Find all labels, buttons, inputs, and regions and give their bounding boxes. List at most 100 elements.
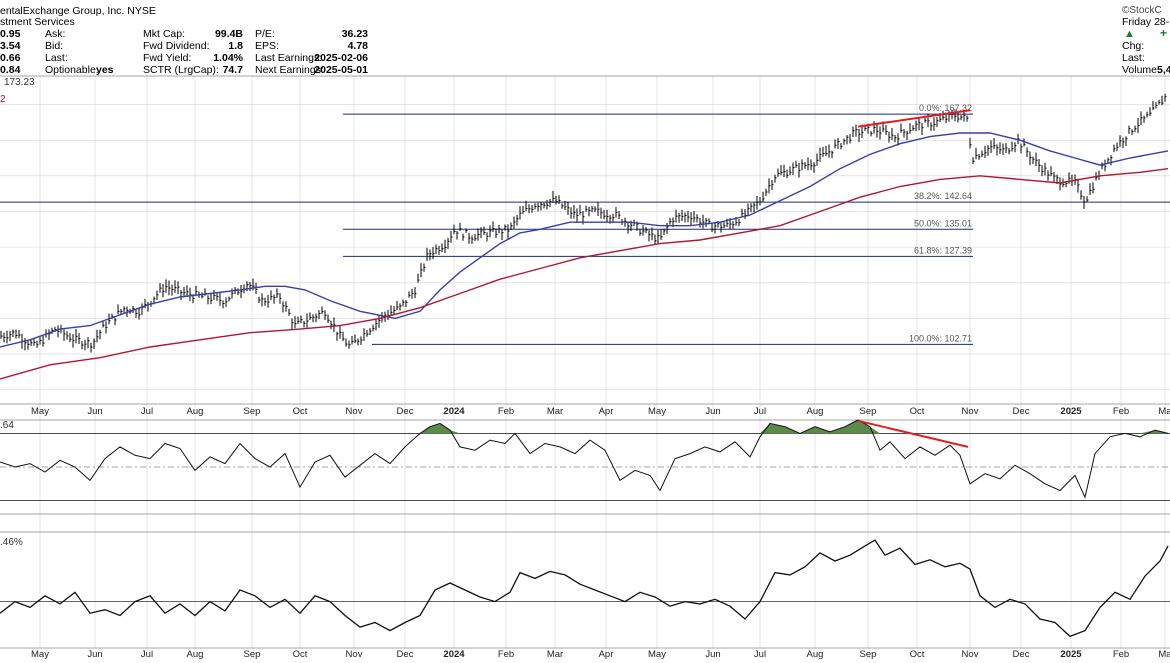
date-tick-label: May [648, 406, 666, 417]
date-tick-label: Nov [346, 406, 363, 417]
date-tick-label: 2025 [1060, 406, 1082, 417]
optionable-value: yes [96, 64, 114, 76]
sctr-value: 74.7 [222, 64, 243, 76]
date-tick-label: 2025 [1060, 649, 1082, 660]
eps-label: EPS: [255, 40, 279, 52]
grid-lines [0, 75, 1170, 649]
ask-label: Ask: [45, 28, 66, 40]
date-tick-label: Mar [547, 406, 563, 417]
fib-level-label: 38.2%: 142.64 [914, 191, 972, 201]
volume-value: 5,4 [1157, 64, 1170, 76]
date-tick-label: May [31, 406, 49, 417]
price-marker-label: 2 [0, 94, 6, 105]
optionable-label: Optionable: [45, 64, 99, 76]
date-tick-label: Ma [1158, 649, 1170, 660]
price-divergence-line [857, 109, 971, 128]
rsi-panel [0, 419, 1170, 501]
left-value-1: 0.95 [0, 28, 21, 40]
fwd-yield-label: Fwd Yield: [143, 52, 192, 64]
fwd-dividend-value: 1.8 [228, 40, 243, 52]
date-tick-label: Oct [293, 406, 308, 417]
next-earnings-label: Next Earnings: [255, 64, 324, 76]
date-tick-label: Sep [860, 406, 877, 417]
left-value-4: 0.84 [0, 64, 21, 76]
date-tick-label: Ma [1158, 406, 1170, 417]
date-label: Friday 28-F [1122, 16, 1170, 28]
date-tick-label: Nov [962, 649, 979, 660]
fib-level-label: 61.8%: 127.39 [914, 245, 972, 255]
rsi-panel-label: .64 [0, 420, 14, 431]
date-tick-label: Nov [962, 406, 979, 417]
plus-sign-icon: + [1160, 26, 1168, 40]
date-tick-label: Sep [860, 649, 877, 660]
rel-panel-label: .46% [0, 537, 23, 548]
eps-value: 4.78 [347, 40, 368, 52]
date-tick-label: Feb [1113, 406, 1129, 417]
sector-name: stment Services [0, 16, 75, 28]
date-tick-label: Oct [910, 406, 925, 417]
last-price-label: 173.23 [4, 77, 35, 88]
sctr-label: SCTR (LrgCap): [143, 64, 219, 76]
date-tick-label: Nov [346, 649, 363, 660]
date-tick-label: Jul [754, 406, 766, 417]
stockcharts-brand: ©StockC [1122, 5, 1162, 16]
date-tick-label: Apr [599, 649, 614, 660]
left-value-3: 0.66 [0, 52, 21, 64]
fwd-yield-value: 1.04% [213, 52, 243, 64]
rsi-line [0, 419, 1169, 499]
next-earnings-value: 2025-05-01 [314, 64, 368, 76]
fib-level-label: 100.0%: 102.71 [909, 333, 972, 343]
bid-label: Bid: [45, 40, 64, 52]
date-tick-label: May [648, 649, 666, 660]
date-tick-label: 2024 [443, 406, 465, 417]
mkt-cap-label: Mkt Cap: [143, 28, 186, 40]
date-tick-label: Dec [397, 406, 414, 417]
date-tick-label: Apr [599, 406, 614, 417]
date-tick-label: 2024 [443, 649, 465, 660]
fib-level-label: 0.0%: 167.32 [919, 103, 972, 113]
relative-strength-line [0, 539, 1169, 638]
rsi-overbought-fill [0, 420, 1168, 434]
date-tick-label: Jun [87, 406, 102, 417]
date-tick-label: Dec [1013, 406, 1030, 417]
price-panel: 0.0%: 167.32 38.2%: 142.64 50.0%: 135.01 61… [0, 93, 1170, 380]
volume-label: Volume: [1122, 64, 1160, 76]
date-tick-label: Sep [244, 649, 261, 660]
date-tick-label: Aug [187, 406, 204, 417]
company-name: entalExchange Group, Inc. NYSE [0, 5, 156, 17]
mkt-cap-value: 99.4B [214, 28, 243, 40]
ma-50-line [0, 132, 1169, 348]
date-tick-label: Mar [547, 649, 563, 660]
date-tick-label: Aug [807, 406, 824, 417]
last-label: Last: [45, 52, 68, 64]
date-tick-label: Feb [498, 649, 514, 660]
date-tick-label: Dec [1013, 649, 1030, 660]
pe-value: 36.23 [341, 28, 368, 40]
date-tick-label: Jun [87, 649, 102, 660]
date-tick-label: Sep [244, 406, 261, 417]
date-tick-label: Dec [397, 649, 414, 660]
date-tick-label: Aug [187, 649, 204, 660]
pe-label: P/E: [255, 28, 275, 40]
date-tick-label: Oct [293, 649, 308, 660]
date-tick-label: Jul [754, 649, 766, 660]
date-tick-label: Aug [807, 649, 824, 660]
ma-200-line [0, 168, 1169, 380]
date-tick-label: Jun [705, 406, 720, 417]
fwd-dividend-label: Fwd Dividend: [143, 40, 210, 52]
date-tick-label: Feb [498, 406, 514, 417]
date-tick-label: Jul [141, 406, 153, 417]
date-tick-label: Jun [705, 649, 720, 660]
date-axes: May Jun Jul Aug Sep Oct Nov Dec 2024 Feb Mar Apr May… [31, 406, 1170, 660]
date-tick-label: Jul [141, 649, 153, 660]
last-earnings-label: Last Earnings: [255, 52, 323, 64]
date-tick-label: Oct [910, 649, 925, 660]
last-earnings-value: 2025-02-06 [314, 52, 368, 64]
last-price-header-label: Last: [1122, 52, 1145, 64]
left-value-2: 3.54 [0, 40, 21, 52]
fib-level-label: 50.0%: 135.01 [914, 218, 972, 228]
chg-label: Chg: [1122, 40, 1145, 52]
date-tick-label: May [31, 649, 49, 660]
rsi-divergence-line [857, 419, 969, 448]
